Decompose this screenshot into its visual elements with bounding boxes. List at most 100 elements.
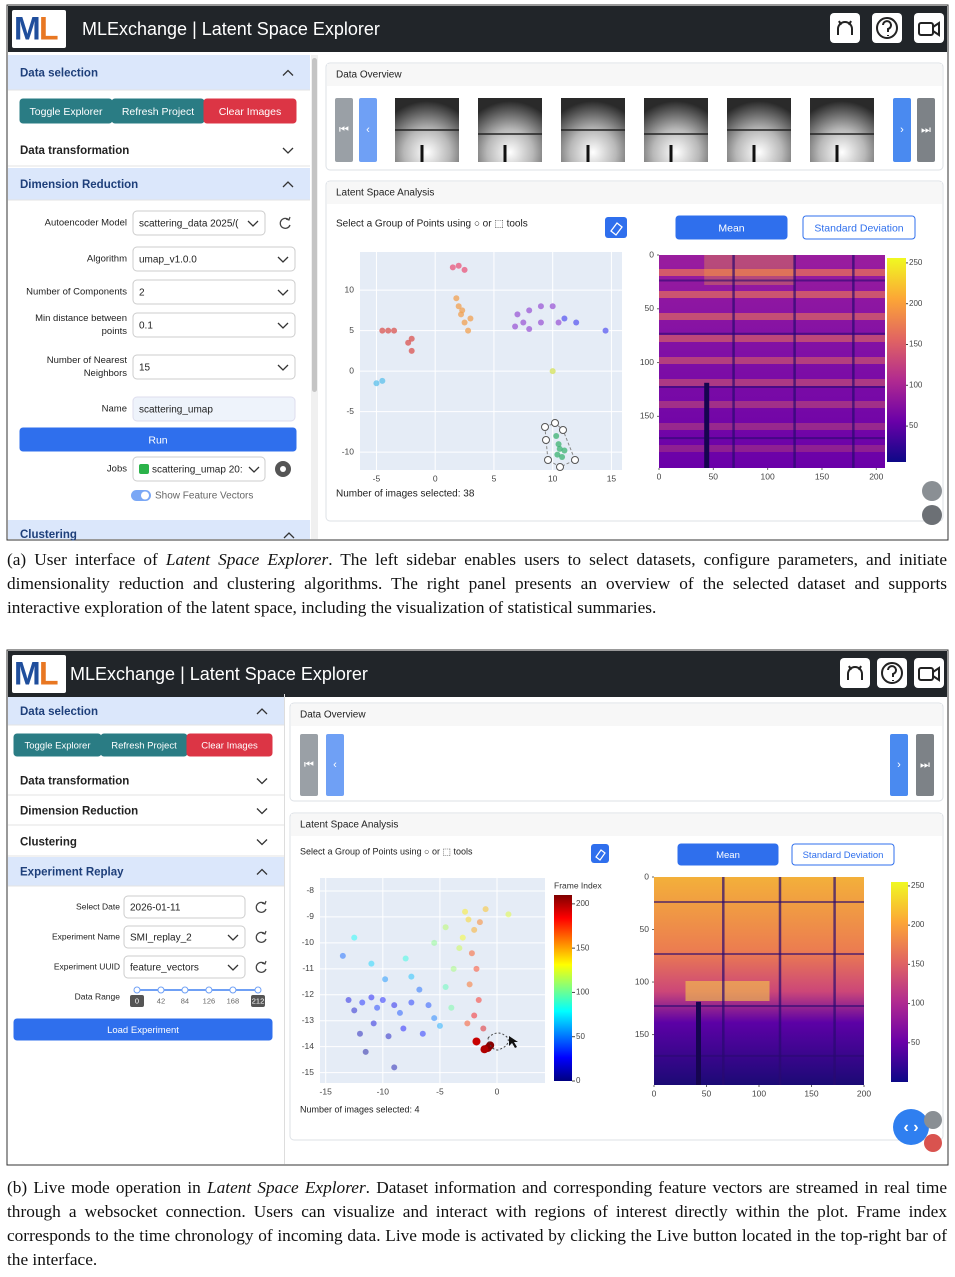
point[interactable] [408,999,415,1006]
point[interactable] [402,955,409,962]
nav-button[interactable] [893,98,911,162]
point[interactable] [537,303,544,310]
thumbnail[interactable] [478,98,542,162]
fab[interactable] [922,505,942,525]
point[interactable] [471,926,478,933]
select[interactable] [132,354,296,380]
point[interactable] [419,1030,426,1037]
point[interactable] [561,315,568,322]
point[interactable] [368,960,375,967]
select[interactable] [132,246,296,272]
lasso-handle[interactable] [559,426,567,434]
eraser-button[interactable] [605,217,627,238]
button[interactable] [677,843,779,866]
point[interactable] [362,1048,369,1055]
point[interactable] [450,965,457,972]
section-header[interactable] [8,827,284,856]
point[interactable] [455,303,462,310]
point[interactable] [559,454,566,461]
point[interactable] [391,327,398,334]
point[interactable] [549,368,556,375]
point[interactable] [456,945,463,952]
slider-mark[interactable] [254,986,262,994]
point[interactable] [345,996,352,1003]
section-header[interactable] [8,796,284,825]
button[interactable] [802,215,916,240]
point[interactable] [356,1030,363,1037]
point[interactable] [480,1025,487,1032]
point[interactable] [526,307,533,314]
point[interactable] [555,319,562,326]
button[interactable] [203,98,297,124]
point[interactable] [514,311,521,318]
point[interactable] [472,1037,481,1046]
nav-button[interactable] [359,98,377,162]
button[interactable] [186,733,273,757]
select[interactable] [123,925,246,949]
point[interactable] [408,335,415,342]
select[interactable] [123,955,246,979]
eraser-button[interactable] [591,844,609,863]
point[interactable] [379,327,386,334]
point[interactable] [475,996,482,1003]
point[interactable] [480,1045,489,1054]
point[interactable] [554,451,561,458]
lasso-handle[interactable] [571,456,579,464]
point[interactable] [431,1015,438,1022]
point[interactable] [408,973,415,980]
fab[interactable] [922,481,942,501]
section-header[interactable] [8,520,310,539]
select[interactable] [132,210,266,236]
lasso-handle[interactable] [551,419,559,427]
header-icon[interactable] [830,13,860,43]
nav-button[interactable] [916,734,934,796]
point[interactable] [467,315,474,322]
point[interactable] [455,262,462,269]
point[interactable] [359,999,366,1006]
point[interactable] [448,1004,455,1011]
point[interactable] [370,1020,377,1027]
point[interactable] [449,264,456,271]
slider-mark[interactable] [205,986,213,994]
point[interactable] [408,347,415,354]
point[interactable] [476,919,483,926]
point[interactable] [442,924,449,931]
slider-mark[interactable] [181,986,189,994]
point[interactable] [385,1033,392,1040]
point[interactable] [465,327,472,334]
point[interactable] [537,319,544,326]
point[interactable] [459,307,466,314]
point[interactable] [505,911,512,918]
slider-mark[interactable] [229,986,237,994]
fab[interactable] [924,1111,942,1129]
point[interactable] [466,981,473,988]
nav-button[interactable] [917,98,935,162]
fab[interactable] [924,1134,942,1152]
point[interactable] [553,432,560,439]
lasso-handle[interactable] [556,463,564,471]
lasso-handle[interactable] [541,423,549,431]
button[interactable] [791,843,895,866]
button[interactable] [675,215,788,240]
point[interactable] [382,976,389,983]
nav-button[interactable] [326,734,344,796]
button[interactable] [13,1018,273,1041]
live-button[interactable] [893,1109,929,1145]
point[interactable] [351,934,358,941]
point[interactable] [602,327,609,334]
thumbnail[interactable] [810,98,874,162]
point[interactable] [464,1020,471,1027]
slider-mark[interactable] [133,986,141,994]
thumbnail[interactable] [644,98,708,162]
point[interactable] [385,327,392,334]
section-header[interactable] [8,857,284,886]
point[interactable] [339,952,346,959]
point[interactable] [351,1007,358,1014]
point[interactable] [555,441,562,448]
point[interactable] [468,950,475,957]
lasso-handle[interactable] [544,456,552,464]
point[interactable] [442,983,449,990]
point[interactable] [459,934,466,941]
input[interactable] [132,396,296,422]
nav-button[interactable] [335,98,353,162]
